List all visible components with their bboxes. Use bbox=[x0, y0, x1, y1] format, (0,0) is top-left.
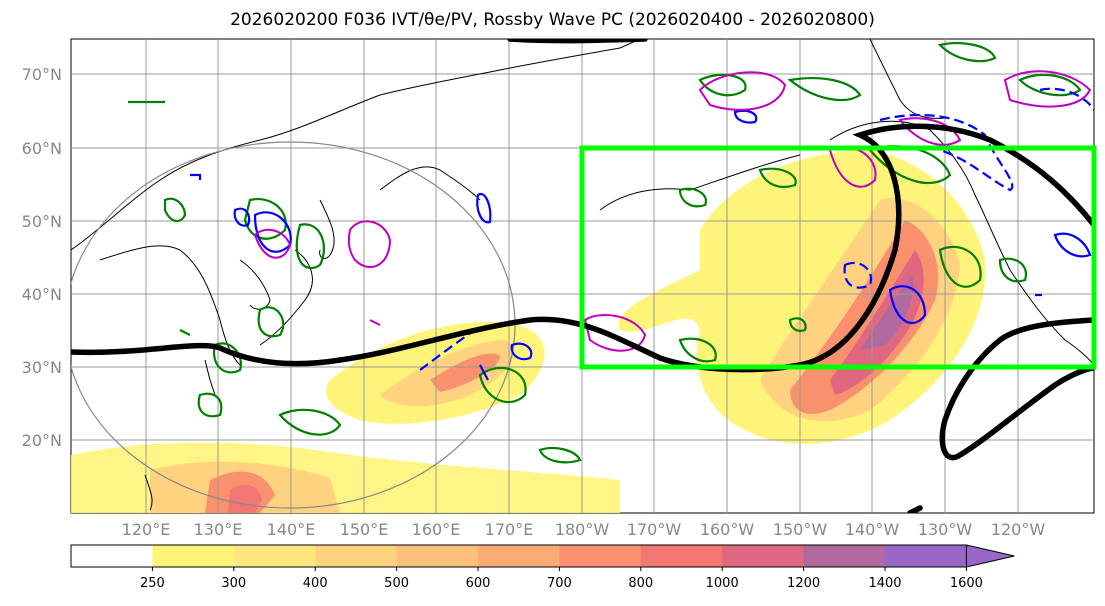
colorbar-segment bbox=[315, 545, 398, 567]
colorbar-segment bbox=[396, 545, 479, 567]
colorbar-tick-label: 300 bbox=[221, 576, 246, 591]
colorbar-segment bbox=[803, 545, 886, 567]
colorbar-tick-label: 250 bbox=[140, 576, 165, 591]
lon-label: 130°W bbox=[918, 520, 973, 539]
lat-labels: 70°N 60°N 50°N 40°N 30°N 20°N bbox=[22, 65, 62, 450]
colorbar-segment bbox=[722, 545, 805, 567]
lat-label: 50°N bbox=[22, 212, 62, 231]
pv-contours-green bbox=[128, 42, 1082, 464]
lon-label: 180°W bbox=[555, 520, 610, 539]
colorbar: 250 300 400 500 600 700 800 1000 1200 1400 1600 bbox=[70, 544, 1015, 591]
colorbar-segment bbox=[71, 545, 153, 567]
colorbar-tick-label: 800 bbox=[628, 576, 653, 591]
lon-label: 150°W bbox=[773, 520, 828, 539]
lon-label: 130°E bbox=[194, 520, 243, 539]
lat-label: 40°N bbox=[22, 285, 62, 304]
region-box bbox=[579, 145, 1097, 370]
colorbar-tick-label: 400 bbox=[303, 576, 328, 591]
map-title: 2026020200 F036 IVT/θe/PV, Rossby Wave P… bbox=[230, 10, 875, 30]
lon-label: 140°W bbox=[845, 520, 900, 539]
lat-label: 30°N bbox=[22, 358, 62, 377]
colorbar-extend-arrow bbox=[965, 544, 1015, 568]
colorbar-tick-label: 1200 bbox=[787, 576, 820, 591]
colorbar-segment bbox=[152, 545, 235, 567]
colorbar-tick-label: 1600 bbox=[950, 576, 983, 591]
lon-label: 170°W bbox=[627, 520, 682, 539]
lat-label: 20°N bbox=[22, 431, 62, 450]
colorbar-tick-label: 700 bbox=[547, 576, 572, 591]
colorbar-segment bbox=[478, 545, 560, 567]
lon-label: 120°W bbox=[991, 520, 1046, 539]
colorbar-tick-label: 1400 bbox=[868, 576, 901, 591]
colorbar-tick-label: 600 bbox=[466, 576, 491, 591]
colorbar-segment bbox=[559, 545, 642, 567]
coastlines bbox=[71, 39, 1094, 511]
lon-label: 170°E bbox=[485, 520, 534, 539]
colorbar-tick-label: 500 bbox=[384, 576, 409, 591]
lon-label: 160°W bbox=[700, 520, 755, 539]
colorbar-segment bbox=[233, 545, 316, 567]
lon-label: 120°E bbox=[122, 520, 171, 539]
colorbar-segment bbox=[885, 545, 967, 567]
lon-label: 150°E bbox=[340, 520, 389, 539]
colorbar-segment bbox=[640, 545, 723, 567]
lon-labels: 120°E 130°E 140°E 150°E 160°E 170°E 180°… bbox=[122, 520, 1046, 539]
colorbar-outline bbox=[70, 544, 967, 568]
lat-label: 60°N bbox=[22, 139, 62, 158]
lat-label: 70°N bbox=[22, 65, 62, 84]
lon-label: 140°E bbox=[267, 520, 316, 539]
colorbar-tick-label: 1000 bbox=[706, 576, 739, 591]
lon-label: 160°E bbox=[412, 520, 461, 539]
